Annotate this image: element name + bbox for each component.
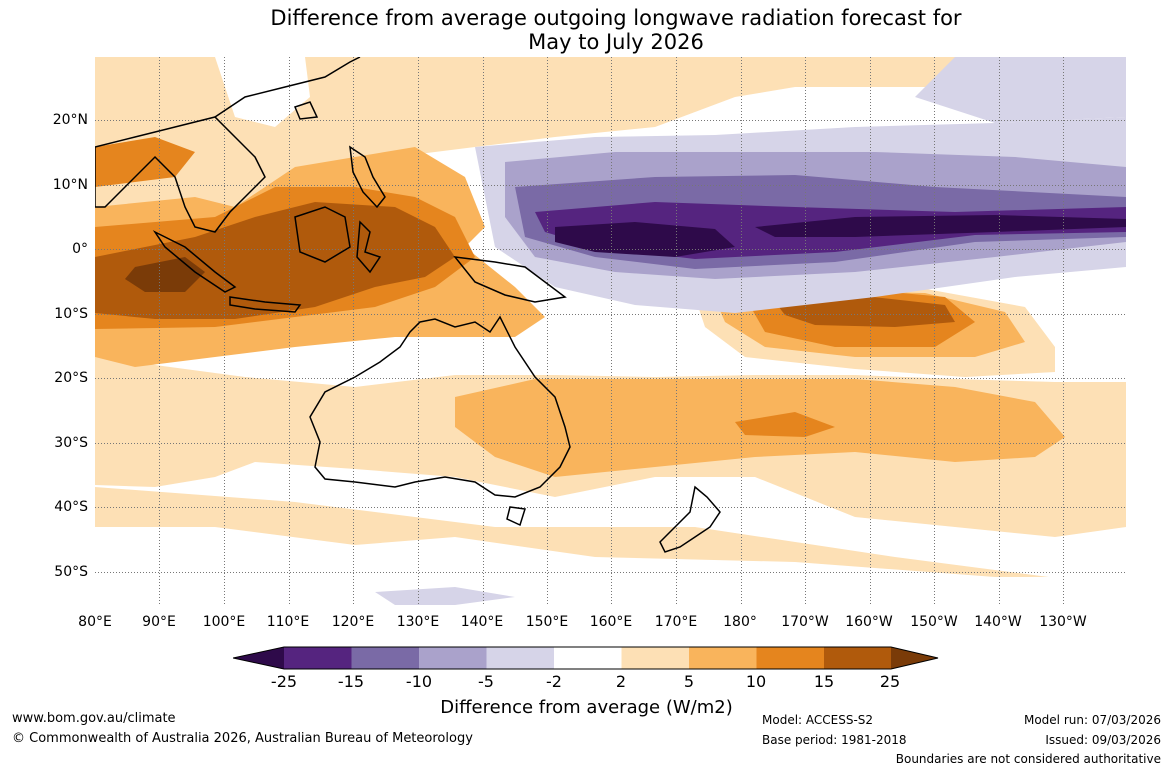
colorbar-tick: -5 [478,672,494,691]
colorbar-svg [232,646,939,670]
model-run-date: Model run: 07/03/2026 [1023,713,1161,727]
coastline-indochina [95,116,266,233]
coastline-tasmania [506,506,526,527]
anomaly-light-purple-top-right [915,57,1126,123]
base-period: Base period: 1981-2018 [762,733,907,747]
coastline-australia [309,315,571,498]
colorbar-segment [756,647,824,669]
coastline-sulawesi [356,220,382,274]
colorbar-tick: -10 [405,672,433,691]
lon-label: 100°E [202,614,246,630]
lon-label: 140°E [460,614,504,630]
lon-label: 120°E [331,614,375,630]
website-link[interactable]: www.bom.gov.au/climate [12,711,176,726]
colorbar-extend-high [891,647,938,669]
colorbar-segment [621,647,689,669]
coastline-philippines [349,145,386,209]
lon-label: 150°W [910,614,958,630]
lat-label: 50°S [54,564,88,580]
graticule-meridians [159,57,1064,605]
lon-label: 130°E [396,614,440,630]
colorbar [232,645,939,675]
lat-label: 10°N [52,177,88,193]
colorbar-segment [824,647,891,669]
lon-label: 160°E [589,614,633,630]
coastlines [95,57,721,553]
graticule [95,57,1126,605]
anomaly-darkest-brown-maritime [125,257,205,292]
anomaly-dark-orange-south-pacific [735,412,835,437]
coastline-new-zealand [659,485,721,553]
colorbar-segment [419,647,487,669]
coastline-sumatra [152,230,237,293]
lon-label: 140°W [974,614,1022,630]
colorbar-tick: 2 [615,672,627,691]
title-line-2: May to July 2026 [528,30,704,54]
coastline-borneo [294,206,351,263]
lat-label: 30°S [54,435,88,451]
lon-label: 150°E [525,614,569,630]
lon-label: 110°E [266,614,310,630]
map-title: Difference from average outgoing longwav… [0,6,1173,54]
colorbar-segment [486,647,554,669]
colorbar-segment [284,647,352,669]
coastline-new-guinea [453,256,567,303]
map-canvas [95,57,1126,605]
anomaly-orange-northwest [95,137,195,187]
colorbar-tick: 10 [745,672,767,691]
lon-label: 170°E [654,614,698,630]
lon-label: 160°W [845,614,893,630]
colorbar-segment [554,647,622,669]
colorbar-extend-low [233,647,284,669]
colorbar-tick: 5 [683,672,695,691]
anomaly-light-purple-south [375,587,515,605]
lon-label: 170°W [781,614,829,630]
lon-label: 80°E [78,614,112,630]
model-name: Model: ACCESS-S2 [762,713,874,727]
colorbar-outline [232,646,939,670]
lon-label: 90°E [142,614,176,630]
colorbar-tick: -2 [546,672,562,691]
lat-label: 0° [72,241,88,257]
colorbar-tick: -25 [270,672,298,691]
colorbar-label: Difference from average (W/m2) [440,697,733,718]
colorbar-tick: -15 [337,672,365,691]
issued-date: Issued: 09/03/2026 [1045,733,1161,747]
copyright-text: © Commonwealth of Australia 2026, Austra… [12,731,473,746]
colorbar-tick: 15 [813,672,835,691]
colorbar-segment [351,647,419,669]
coastline-china [214,57,361,120]
lon-label: 180° [723,614,757,630]
lat-label: 20°N [52,112,88,128]
lat-label: 10°S [54,306,88,322]
colorbar-tick: 25 [879,672,901,691]
lat-label: 40°S [54,499,88,515]
title-line-1: Difference from average outgoing longwav… [270,6,962,30]
coastline-java [229,296,302,313]
colorbar-segment [689,647,757,669]
anomaly-white-south [95,527,1126,605]
boundaries-disclaimer: Boundaries are not considered authoritat… [895,752,1161,766]
anomaly-darkest-purple-eq [555,215,1126,257]
lat-label: 20°S [54,370,88,386]
lon-label: 130°W [1039,614,1087,630]
olr-anomaly-map [95,57,1126,605]
